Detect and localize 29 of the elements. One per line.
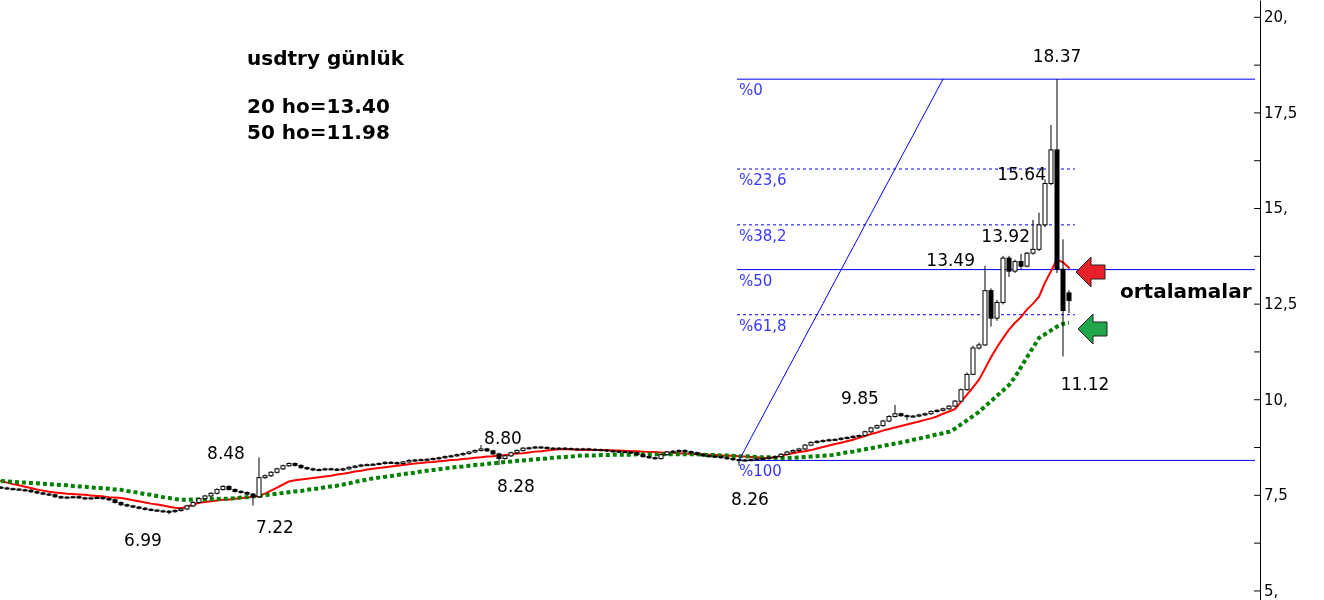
annotation: 8.28 <box>497 476 535 496</box>
annotation: %61,8 <box>739 316 787 335</box>
y-tick-label: 20, <box>1264 8 1288 27</box>
annotation: 15.64 <box>997 164 1046 184</box>
y-tick-label: 12,5 <box>1264 294 1298 313</box>
annotation: 8.26 <box>731 489 769 509</box>
annotation: %38,2 <box>739 226 787 245</box>
text: usdtry günlük <box>247 46 405 70</box>
y-tick-label: 17,5 <box>1264 103 1298 122</box>
y-tick-label: 10, <box>1264 390 1288 409</box>
annotation: 13.92 <box>981 226 1030 246</box>
annotation: %0 <box>739 81 763 100</box>
annotation: %50 <box>739 271 773 290</box>
annotation: 6.99 <box>124 530 162 550</box>
annotation: 8.80 <box>484 428 522 448</box>
annotation: %23,6 <box>739 171 787 190</box>
annotation: ortalamalar <box>1120 279 1252 303</box>
annotation: 13.49 <box>926 250 975 270</box>
y-tick-label: 5, <box>1264 581 1279 600</box>
annotation: 11.12 <box>1060 374 1110 394</box>
annotation: 18.37 <box>1032 46 1082 66</box>
annotation: 8.48 <box>207 443 245 463</box>
y-tick-label: 15, <box>1264 199 1288 218</box>
y-tick-label: 7,5 <box>1264 486 1288 505</box>
annotation: 7.22 <box>256 517 294 537</box>
annotation: 50 ho=11.98 <box>247 120 390 144</box>
annotation: 20 ho=13.40 <box>247 94 390 118</box>
annotation: %100 <box>739 462 782 481</box>
annotation: 9.85 <box>841 388 879 408</box>
